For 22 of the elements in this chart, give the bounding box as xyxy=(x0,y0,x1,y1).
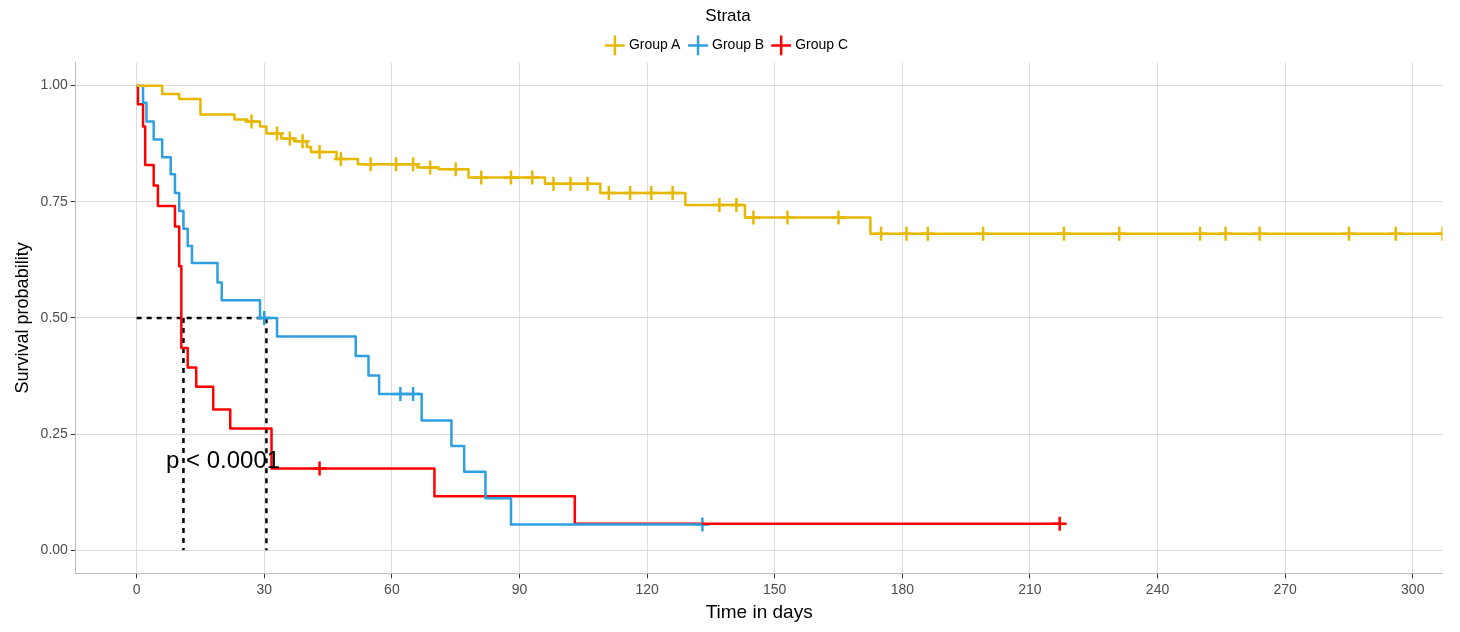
x-tick-label: 90 xyxy=(511,580,528,597)
x-tick-label: 30 xyxy=(256,580,273,597)
y-tick-label: 1.00 xyxy=(40,76,69,93)
legend-title: Strata xyxy=(705,6,752,26)
y-tick-label: 0.25 xyxy=(40,424,69,441)
x-tick-label: 150 xyxy=(763,580,787,597)
legend-label: Group C xyxy=(795,36,849,53)
y-axis-title: Survival probability xyxy=(11,242,32,394)
x-tick-label: 0 xyxy=(132,580,141,597)
legend-label: Group A xyxy=(628,36,681,53)
x-tick-label: 270 xyxy=(1273,580,1298,597)
y-tick-label: 0.00 xyxy=(40,541,69,558)
y-tick-label: 0.75 xyxy=(40,192,69,209)
x-tick-label: 240 xyxy=(1145,580,1170,597)
x-tick-label: 300 xyxy=(1401,580,1425,597)
x-tick-label: 210 xyxy=(1018,580,1042,597)
y-tick-label: 0.50 xyxy=(40,308,69,325)
x-tick-label: 60 xyxy=(384,580,400,597)
legend-label: Group B xyxy=(712,36,765,53)
x-tick-label: 180 xyxy=(890,580,915,597)
x-tick-label: 120 xyxy=(635,580,659,597)
x-axis-title: Time in days xyxy=(705,600,813,622)
